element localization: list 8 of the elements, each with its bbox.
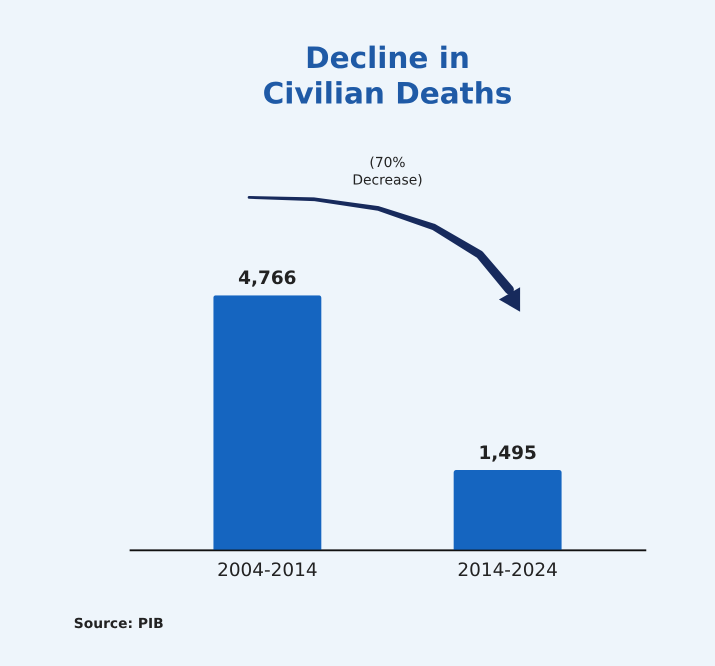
x-tick-label: 2004-2014 bbox=[217, 560, 318, 582]
x-tick-label: 2014-2024 bbox=[457, 560, 558, 582]
text: Civilian Deaths bbox=[262, 76, 512, 110]
data-label: 1,495 bbox=[478, 442, 537, 464]
text: (70% Decrease) bbox=[352, 154, 423, 188]
data-label: 4,766 bbox=[238, 268, 296, 290]
text: Decline in bbox=[305, 41, 470, 76]
source-note: Source: PIB bbox=[74, 616, 164, 632]
